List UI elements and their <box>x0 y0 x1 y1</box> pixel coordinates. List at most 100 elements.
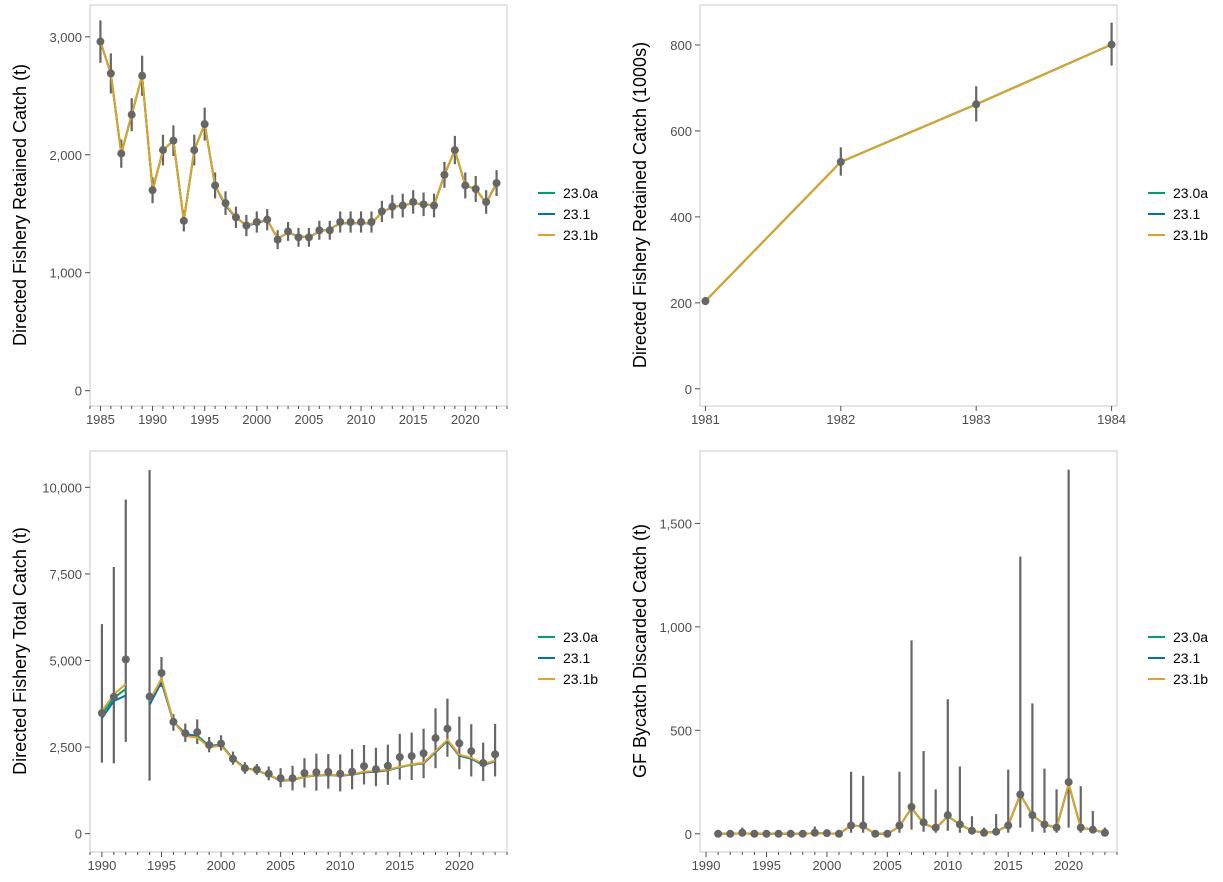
observed-point <box>193 728 202 737</box>
observed-point <box>762 829 771 838</box>
observed-point <box>371 765 380 774</box>
series-line-23-1b <box>704 43 1113 302</box>
legend-label: 23.1 <box>563 206 590 222</box>
x-tick-label: 1981 <box>691 412 720 427</box>
observed-point <box>1076 823 1085 832</box>
x-tick-label: 2015 <box>385 858 414 873</box>
series-line-23-1b <box>148 677 496 782</box>
observed-point <box>714 829 723 838</box>
y-tick-label: 0 <box>685 827 692 842</box>
chart-panel-3: 1990 1995 2000 2005 2010 2015 2020 0 2,500 5,000 7… <box>10 450 598 873</box>
observed-point <box>774 829 783 838</box>
observed-point <box>491 750 500 759</box>
observed-point <box>179 216 188 225</box>
y-axis-title: Directed Fishery Total Catch (t) <box>10 527 30 775</box>
observed-point <box>786 829 795 838</box>
series-line-23-0a <box>704 43 1113 302</box>
observed-point <box>388 202 397 211</box>
panel-border <box>699 4 1118 407</box>
x-tick-label: 2020 <box>445 858 474 873</box>
x-tick-label: 1995 <box>147 858 176 873</box>
observed-point <box>471 184 480 193</box>
x-tick-label: 1983 <box>962 412 991 427</box>
x-tick-label: 1985 <box>86 412 115 427</box>
legend-label: 23.1 <box>1173 650 1200 666</box>
observed-point <box>943 811 952 820</box>
observed-point <box>1016 790 1025 799</box>
observed-point <box>205 740 214 749</box>
legend: 23.0a 23.1 23.1b <box>1148 629 1208 687</box>
observed-point <box>871 829 880 838</box>
observed-point <box>211 181 220 190</box>
observed-point <box>443 724 452 733</box>
observed-point <box>263 215 272 224</box>
series-line-23-0a <box>148 678 496 782</box>
y-tick-label: 0 <box>75 827 82 842</box>
observed-point <box>836 157 845 166</box>
observed-point <box>145 692 154 701</box>
observed-point <box>360 762 369 771</box>
observed-point <box>431 734 440 743</box>
y-tick-label: 2,000 <box>49 148 82 163</box>
legend: 23.0a 23.1 23.1b <box>538 185 598 243</box>
observed-point <box>138 71 147 80</box>
x-tick-label: 2020 <box>1054 858 1083 873</box>
y-tick-label: 500 <box>670 723 692 738</box>
legend-label: 23.1b <box>1173 671 1208 687</box>
x-tick-label: 2015 <box>994 858 1023 873</box>
observed-point <box>492 179 501 188</box>
chart-panel-1: 1985 1990 1995 2000 2005 2010 2015 2020 0 1,000 2,… <box>10 4 598 427</box>
panel-border <box>89 4 508 407</box>
observed-point <box>121 655 130 664</box>
observed-point <box>383 761 392 770</box>
observed-point <box>467 747 476 756</box>
observed-point <box>450 146 459 155</box>
x-tick-label: 2020 <box>451 412 480 427</box>
observed-point <box>859 821 868 830</box>
y-tick-label: 400 <box>670 210 692 225</box>
observed-point <box>273 235 282 244</box>
observed-point <box>419 200 428 209</box>
observed-point <box>148 186 157 195</box>
y-axis-title: GF Bycatch Discarded Catch (t) <box>630 524 650 778</box>
legend-label: 23.0a <box>563 185 598 201</box>
x-tick-label: 2005 <box>266 858 295 873</box>
panel-border <box>699 450 1118 853</box>
observed-point <box>895 821 904 830</box>
observed-point <box>907 802 916 811</box>
observed-point <box>228 754 237 763</box>
x-tick-label: 1990 <box>138 412 167 427</box>
observed-point <box>346 218 355 227</box>
x-tick-label: 2005 <box>294 412 323 427</box>
observed-point <box>750 829 759 838</box>
observed-point <box>1028 811 1037 820</box>
observed-point <box>377 207 386 216</box>
observed-point <box>931 823 940 832</box>
observed-point <box>407 752 416 761</box>
observed-point <box>395 753 404 762</box>
observed-point <box>1052 823 1061 832</box>
observed-point <box>315 226 324 235</box>
observed-point <box>190 146 199 155</box>
legend-label: 23.0a <box>1173 185 1208 201</box>
observed-point <box>294 233 303 242</box>
observed-point <box>479 759 488 768</box>
observed-point <box>440 170 449 179</box>
observed-point <box>701 297 710 306</box>
observed-point <box>240 764 249 773</box>
x-tick-label: 1984 <box>1097 412 1126 427</box>
observed-point <box>348 767 357 776</box>
observed-point <box>117 149 126 158</box>
observed-point <box>217 739 226 748</box>
x-tick-label: 2010 <box>347 412 376 427</box>
y-tick-label: 200 <box>670 296 692 311</box>
observed-point <box>276 774 285 783</box>
observed-point <box>398 201 407 210</box>
observed-point <box>835 829 843 838</box>
observed-point <box>1064 778 1073 787</box>
y-tick-label: 1,500 <box>659 516 692 531</box>
observed-point <box>972 100 981 109</box>
observed-point <box>157 668 166 677</box>
observed-point <box>127 110 136 119</box>
